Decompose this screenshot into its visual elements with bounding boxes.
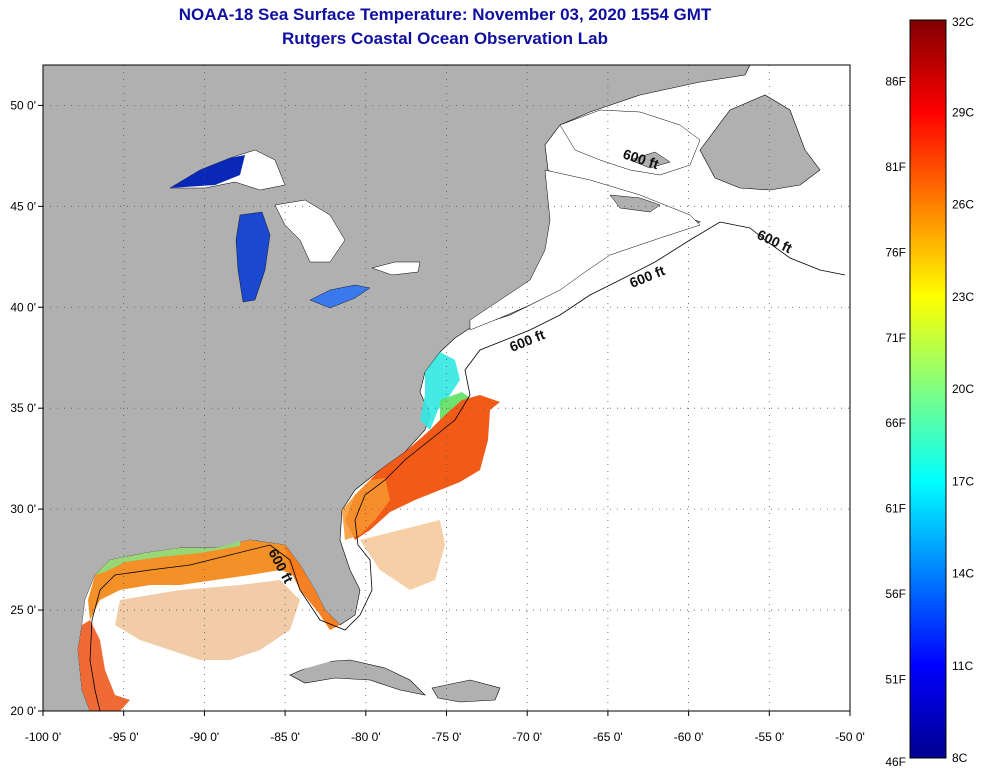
x-tick-label: -85 0' bbox=[270, 730, 300, 744]
lake-erie-sst bbox=[309, 284, 371, 309]
y-tick-label: 20 0' bbox=[10, 704, 36, 718]
colorbar-fahrenheit-label: 51F bbox=[885, 672, 906, 686]
x-tick-label: -70 0' bbox=[512, 730, 542, 744]
x-tick-label: -75 0' bbox=[432, 730, 462, 744]
atlantic-sst-coastal-cyan bbox=[420, 352, 460, 430]
map-subtitle: Rutgers Coastal Ocean Observation Lab bbox=[282, 29, 608, 48]
x-tick-label: -90 0' bbox=[190, 730, 220, 744]
x-tick-label: -55 0' bbox=[754, 730, 784, 744]
colorbar-celsius-label: 23C bbox=[952, 290, 974, 304]
colorbar-fahrenheit-label: 86F bbox=[885, 75, 906, 89]
x-tick-label: -95 0' bbox=[109, 730, 139, 744]
colorbar-celsius-label: 29C bbox=[952, 105, 974, 119]
lake-huron bbox=[274, 199, 346, 263]
colorbar-celsius-label: 26C bbox=[952, 198, 974, 212]
cuba-land bbox=[289, 659, 426, 696]
map-title: NOAA-18 Sea Surface Temperature: Novembe… bbox=[178, 5, 712, 24]
hispaniola-land bbox=[431, 679, 501, 703]
colorbar-celsius-label: 17C bbox=[952, 474, 974, 488]
x-tick-label: -50 0' bbox=[835, 730, 865, 744]
x-tick-label: -65 0' bbox=[593, 730, 623, 744]
x-tick-label: -100 0' bbox=[25, 730, 61, 744]
gulf-sst-speckle bbox=[115, 580, 300, 660]
colorbar-celsius-label: 14C bbox=[952, 567, 974, 581]
maritime-islands bbox=[609, 151, 671, 213]
x-tick-label: -60 0' bbox=[674, 730, 704, 744]
colorbar-celsius-label: 32C bbox=[952, 15, 974, 29]
lake-superior-sst bbox=[170, 155, 245, 188]
colorbar-scale bbox=[909, 19, 947, 759]
lake-ontario bbox=[371, 261, 421, 276]
y-tick-label: 50 0' bbox=[10, 98, 36, 112]
gulf-sst-florida bbox=[285, 545, 340, 630]
colorbar-fahrenheit-label: 76F bbox=[885, 245, 906, 259]
latitude-axis: 20 0' 25 0' 30 0' 35 0' 40 0' 45 0' 50 0' bbox=[10, 98, 43, 718]
gulf-sst-north bbox=[88, 540, 308, 620]
colorbar-fahrenheit-label: 66F bbox=[885, 416, 906, 430]
y-tick-label: 40 0' bbox=[10, 300, 36, 314]
longitude-axis: -100 0' -95 0' -90 0' -85 0' -80 0' -75 0' -70… bbox=[25, 711, 865, 744]
isobath-600ft-contour bbox=[89, 221, 846, 711]
colorbar-fahrenheit-label: 71F bbox=[885, 331, 906, 345]
y-tick-label: 45 0' bbox=[10, 199, 36, 213]
y-tick-label: 35 0' bbox=[10, 401, 36, 415]
atlantic-sst-speckle bbox=[360, 520, 445, 590]
lake-michigan-sst bbox=[235, 211, 271, 303]
colorbar-celsius-label: 11C bbox=[952, 659, 973, 673]
newfoundland-land bbox=[699, 94, 821, 191]
gulf-sst-coastal-green bbox=[95, 541, 240, 575]
colorbar-fahrenheit-label: 56F bbox=[885, 587, 906, 601]
colorbar-fahrenheit-label: 61F bbox=[885, 502, 906, 516]
colorbar-celsius-label: 20C bbox=[952, 382, 974, 396]
x-tick-label: -80 0' bbox=[351, 730, 381, 744]
colorbar-fahrenheit-label: 46F bbox=[885, 755, 906, 769]
colorbar-fahrenheit-label: 81F bbox=[885, 160, 906, 174]
y-tick-label: 25 0' bbox=[10, 603, 36, 617]
lat-lon-gridlines bbox=[43, 65, 850, 711]
colorbar-celsius-label: 8C bbox=[952, 751, 968, 765]
y-tick-label: 30 0' bbox=[10, 502, 36, 516]
